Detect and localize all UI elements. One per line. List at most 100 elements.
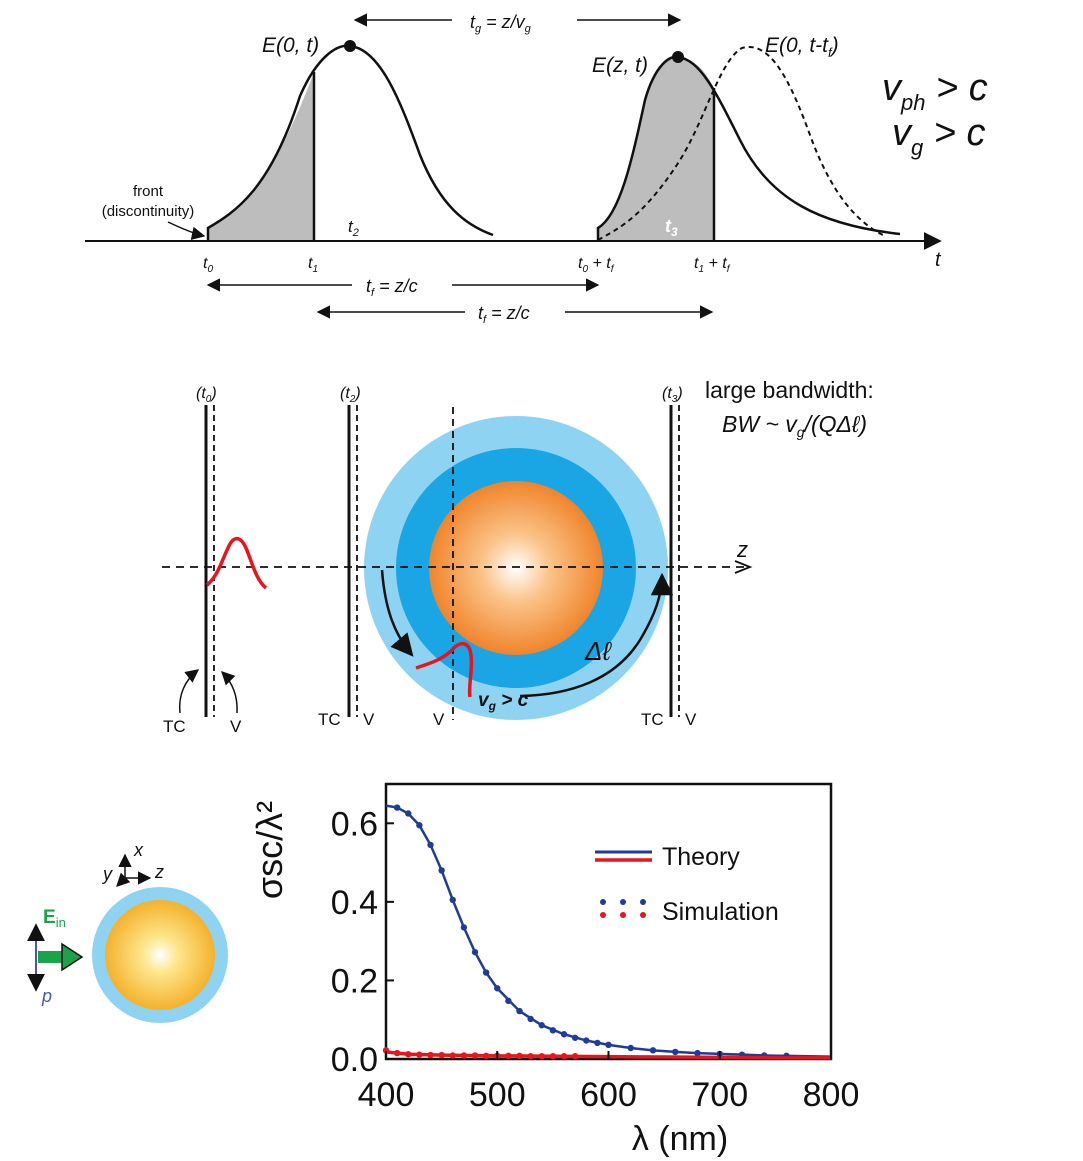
ein-label: Ein — [43, 907, 66, 930]
data-point — [505, 1052, 512, 1060]
plane-t0-label: (t0) — [196, 385, 217, 405]
data-point — [482, 1052, 490, 1060]
y-tick-label: 0.2 — [331, 962, 378, 1000]
data-point — [560, 1053, 568, 1060]
y-axis-arrow — [116, 872, 131, 887]
tc-label-3: TC — [641, 710, 664, 729]
legend-sim-blue-dot — [620, 899, 626, 905]
chart-x-label: λ (nm) — [632, 1120, 728, 1158]
chart-series-group — [382, 804, 832, 1060]
data-point — [627, 1044, 634, 1052]
tick-t1-plus-tf: t1 + tf — [694, 255, 731, 275]
data-point — [694, 1049, 701, 1057]
tick-t0-plus-tf: t0 + tf — [578, 255, 615, 275]
z-axis-label: z — [736, 537, 748, 562]
scattering-chart: 400 500 600 700 800 0.0 0.2 0.4 0.6 Theory Simul… — [249, 782, 860, 1158]
x-tick-label: 400 — [358, 1076, 415, 1114]
front-arrow — [167, 221, 206, 240]
delta-l-label: Δℓ — [584, 636, 612, 666]
legend-sim-red-dot — [640, 912, 646, 918]
pulse1-peak-dot — [344, 40, 356, 52]
data-point — [538, 1022, 545, 1029]
pulse2-peak-dot — [672, 51, 684, 63]
data-point — [549, 1053, 557, 1060]
pulse1-shaded-area — [208, 72, 314, 240]
v-label-4: V — [685, 710, 697, 729]
data-point — [393, 804, 401, 811]
tg-label: tg = z/vg — [470, 12, 532, 35]
pulse2-shaded-area — [598, 56, 714, 241]
inset-y-label: y — [101, 864, 113, 884]
data-point — [393, 1049, 401, 1057]
x-tick-label: 600 — [580, 1076, 637, 1114]
x-tick-label: 700 — [691, 1076, 748, 1114]
data-point — [516, 1007, 523, 1015]
circulation-arrow-left — [380, 569, 414, 657]
data-point — [427, 841, 434, 849]
x-tick-label: 500 — [469, 1076, 526, 1114]
tick-t0: t0 — [203, 255, 213, 275]
vg-gt-c-label: vg > c — [478, 690, 529, 713]
data-point — [538, 1053, 545, 1060]
ein-arrow-head — [61, 942, 84, 972]
data-point — [527, 1015, 534, 1023]
legend-theory-label: Theory — [662, 843, 740, 871]
vg-relation: vg > c — [892, 112, 986, 160]
v-arrow-1 — [221, 671, 238, 714]
ezt-label: E(z, t) — [592, 54, 648, 77]
data-point — [549, 1027, 557, 1034]
x-tick-label: 800 — [803, 1076, 860, 1114]
legend-sim-red-dot — [600, 912, 606, 918]
tf-label-2: tf = z/c — [478, 303, 530, 326]
red-pulse-2 — [415, 641, 474, 698]
t3-label: t3 — [665, 216, 678, 239]
data-point — [571, 1034, 579, 1041]
data-point — [560, 1031, 568, 1038]
inset-core — [105, 900, 215, 1010]
tick-t1: t1 — [308, 255, 318, 275]
ein-arrow-shaft — [38, 951, 68, 963]
pulse3-dashed-curve — [597, 45, 886, 241]
data-point — [571, 1053, 579, 1060]
data-point — [583, 1037, 590, 1044]
tc-label-2: TC — [318, 710, 341, 729]
data-point — [471, 948, 479, 956]
chart-y-label: σsc/λ² — [249, 801, 290, 899]
y-tick-label: 0.6 — [331, 805, 378, 843]
t2-label: t2 — [348, 217, 359, 239]
front-label: front — [133, 183, 164, 200]
v-label-3: V — [433, 710, 445, 729]
time-axis-label: t — [935, 249, 942, 271]
inset-x-label: x — [133, 840, 144, 860]
e0t-label: E(0, t) — [262, 34, 319, 57]
series-line-theory-2 — [385, 1050, 831, 1060]
legend-sim-blue-dot — [640, 899, 646, 905]
data-point — [482, 969, 490, 976]
circulation-arrow-right — [519, 572, 674, 698]
legend-sim-red-dot — [620, 912, 626, 918]
orange-core — [429, 481, 603, 655]
data-point — [382, 1047, 390, 1054]
chart-ticks-group: 400 500 600 700 800 0.0 0.2 0.4 0.6 — [331, 805, 860, 1114]
y-tick-label: 0.0 — [331, 1041, 378, 1079]
data-point — [527, 1053, 534, 1060]
data-point — [416, 1051, 423, 1058]
discontinuity-label: (discontinuity) — [102, 203, 195, 220]
data-point — [449, 1052, 456, 1059]
data-point — [438, 1051, 445, 1059]
plane-t3-label: (t3) — [662, 385, 683, 405]
tc-arrow-1 — [178, 669, 200, 714]
data-point — [427, 1051, 434, 1059]
panel-b-resonator-diagram: z (t0) (t2) (t3) large bandwidth: BW ~ v… — [162, 377, 874, 736]
y-tick-label: 0.4 — [331, 884, 378, 922]
chart-legend: Theory Simulation — [595, 843, 779, 926]
vph-relation: vph > c — [882, 67, 988, 115]
e0ttf-label: E(0, t-tf) — [765, 34, 839, 60]
data-point — [516, 1052, 523, 1060]
v-label-1: V — [230, 717, 242, 736]
data-point — [605, 1041, 612, 1049]
p-label: p — [41, 986, 52, 1006]
data-point — [460, 1052, 468, 1059]
data-point — [416, 822, 423, 829]
tf-label-1: tf = z/c — [366, 276, 418, 299]
